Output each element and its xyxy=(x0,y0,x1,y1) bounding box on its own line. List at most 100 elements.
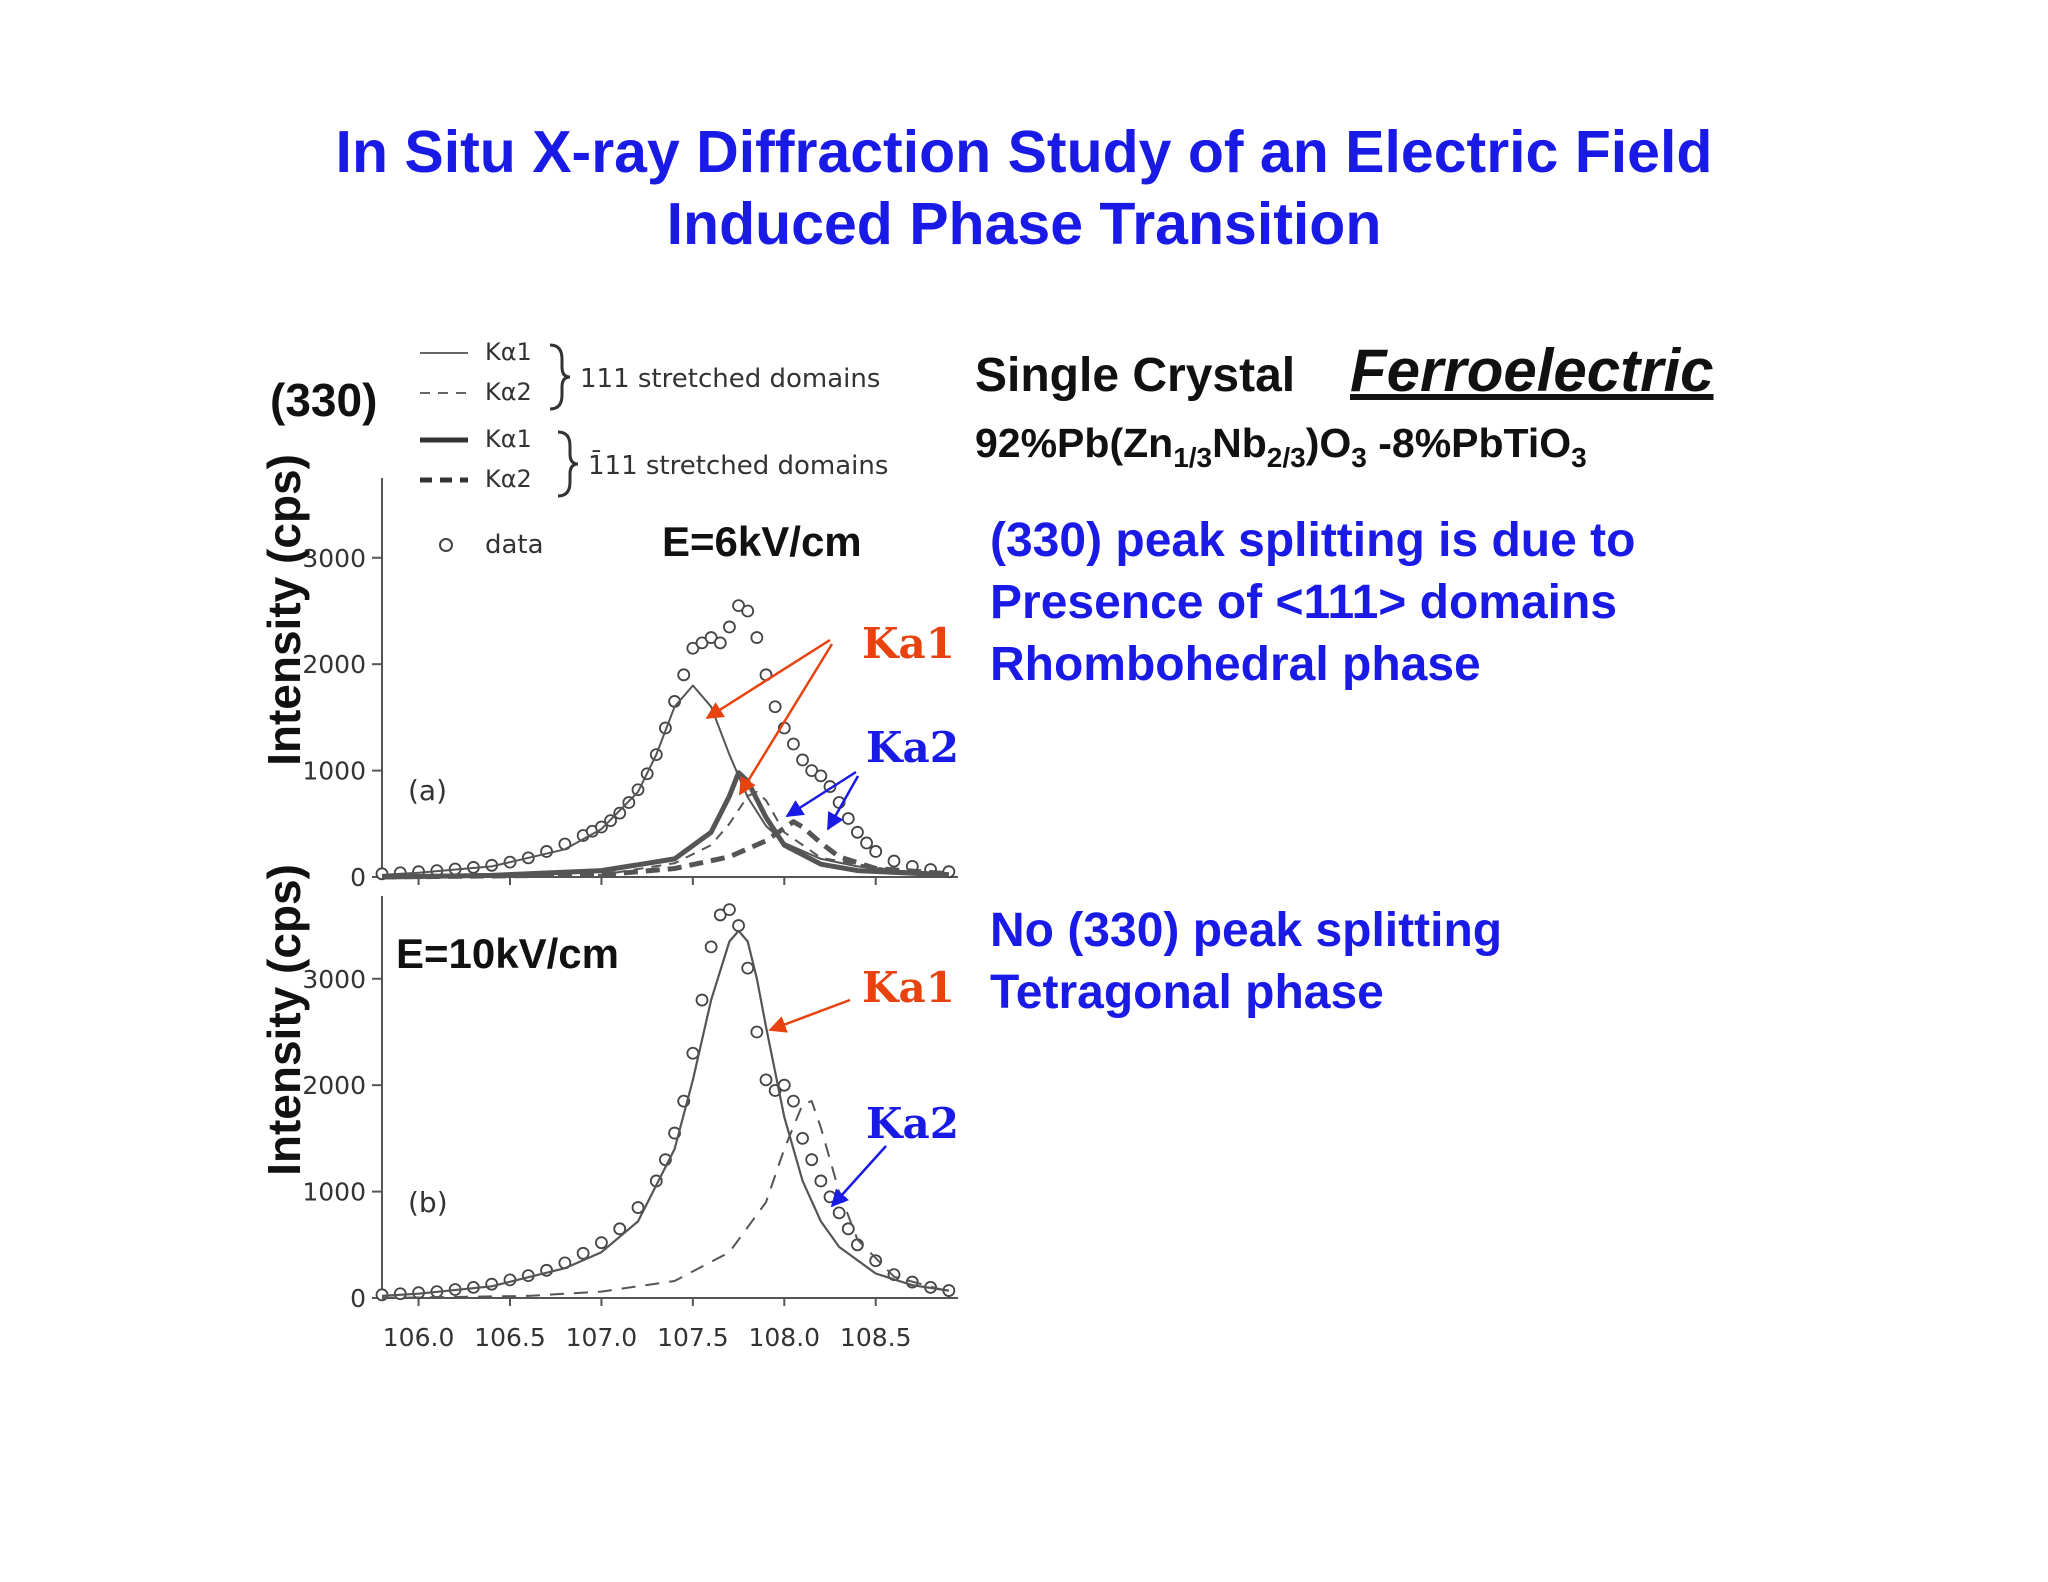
arrow-ka2-a-2 xyxy=(826,775,860,831)
tetragonal-notes: No (330) peak splitting Tetragonal phase xyxy=(990,900,1502,1024)
data-point xyxy=(686,1046,700,1060)
fit-curve-ka2 xyxy=(381,1100,950,1299)
data-point xyxy=(841,812,855,825)
axes xyxy=(381,478,958,1299)
data-point xyxy=(695,636,709,650)
data-point xyxy=(814,1174,828,1188)
panel-tag-a: (a) xyxy=(408,774,447,807)
legend-label-data: data xyxy=(485,530,544,560)
field-label-a: E=6kV/cm xyxy=(662,518,862,565)
legend-brace-2 xyxy=(557,430,579,498)
data-point xyxy=(814,769,828,783)
panel-tag-b: (b) xyxy=(408,1186,448,1219)
data-point xyxy=(887,854,901,868)
legend-group-1: 111 stretched domains xyxy=(580,364,880,394)
data-point xyxy=(595,1236,608,1250)
data-point xyxy=(823,1190,837,1204)
panel-b-plot xyxy=(375,903,956,1302)
fit-curve-1-11-ka1 xyxy=(381,770,950,880)
data-point xyxy=(805,764,819,777)
fit-curve-ka1 xyxy=(381,929,950,1297)
legend-marker-data xyxy=(439,538,453,552)
fit-curve-1-11-ka2 xyxy=(381,819,950,880)
reflection-label: (330) xyxy=(270,374,377,426)
data-point xyxy=(741,604,755,618)
data-point xyxy=(787,1094,800,1108)
legend-brace-1 xyxy=(549,343,571,411)
y-tick-label: 3000 xyxy=(302,965,366,994)
x-tick-label: 106.5 xyxy=(474,1323,546,1352)
data-point xyxy=(741,961,755,975)
legend: Kα1 Kα2 111 stretched domains Kα1 Kα2 1̄… xyxy=(420,338,888,560)
tick-marks: 0 1000 2000 3000 0 1000 2000 3000 106.0 106.5 107.… xyxy=(302,544,911,1352)
data-point xyxy=(576,1246,590,1260)
data-point xyxy=(686,641,700,655)
data-point xyxy=(851,825,864,839)
data-point xyxy=(723,620,736,634)
data-point xyxy=(695,993,709,1007)
fit-curve-111-ka2 xyxy=(381,790,949,878)
x-tick-label: 107.5 xyxy=(657,1323,729,1352)
arrow-ka1-b xyxy=(768,998,851,1033)
note-line: Presence of <111> domains xyxy=(990,576,1618,629)
y-tick-label: 2000 xyxy=(302,1071,366,1100)
note-line: Rhombohedral phase xyxy=(990,638,1481,691)
data-point xyxy=(750,1025,764,1039)
single-crystal-label: Single Crystal xyxy=(975,349,1296,402)
x-tick-label: 107.0 xyxy=(566,1323,638,1352)
y-axis-label-b: Intensity (cps) xyxy=(258,864,310,1176)
ka1-label-b: Ka1 xyxy=(862,963,955,1012)
y-tick-label: 3000 xyxy=(302,544,366,573)
note-line: No (330) peak splitting xyxy=(990,904,1503,957)
data-point xyxy=(613,806,627,820)
slide-title-line-2: Induced Phase Transition xyxy=(666,191,1382,257)
arrow-ka1-a-1 xyxy=(705,638,831,720)
data-point xyxy=(750,631,764,644)
legend-label-ka2-thin: Kα2 xyxy=(485,378,532,406)
data-point xyxy=(787,737,800,751)
field-label-b: E=10kV/cm xyxy=(396,930,619,977)
legend-group-2: 1̄11 stretched domains xyxy=(588,449,888,481)
annotation-arrows xyxy=(705,638,887,1208)
data-point xyxy=(713,636,727,650)
composition-formula: 92%Pb(Zn1/3Nb2/3)O3 -8%PbTiO3 xyxy=(975,420,1587,473)
data-point xyxy=(768,700,782,714)
rhombohedral-notes: (330) peak splitting is due to Presence … xyxy=(990,510,1635,696)
y-tick-label: 2000 xyxy=(302,650,366,679)
data-point xyxy=(796,1131,809,1145)
ka2-label-b: Ka2 xyxy=(866,1099,959,1148)
data-point xyxy=(869,845,883,858)
data-point xyxy=(704,940,718,954)
data-point xyxy=(832,1206,846,1220)
arrow-ka2-b xyxy=(830,1145,887,1208)
panel-a-plot xyxy=(375,599,956,881)
legend-label-ka1-thick: Kα1 xyxy=(485,425,532,453)
fit-curve-111-ka1 xyxy=(381,684,949,876)
data-point xyxy=(805,1153,819,1167)
legend-label-ka2-thick: Kα2 xyxy=(485,465,532,493)
data-point xyxy=(723,903,736,917)
slide-title-line-1: In Situ X-ray Diffraction Study of an El… xyxy=(335,119,1713,185)
data-point xyxy=(631,1201,645,1214)
x-tick-label: 108.5 xyxy=(840,1323,912,1352)
note-line: Tetragonal phase xyxy=(990,966,1384,1019)
y-tick-label: 1000 xyxy=(302,1178,366,1207)
arrow-ka2-a-1 xyxy=(785,770,857,818)
data-point xyxy=(704,631,718,644)
data-point xyxy=(796,753,809,767)
data-point xyxy=(777,1078,791,1092)
data-point xyxy=(713,908,727,922)
ferroelectric-label: Ferroelectric xyxy=(1350,337,1714,404)
y-tick-label: 1000 xyxy=(302,757,366,786)
data-point xyxy=(841,1222,855,1236)
data-point xyxy=(759,1073,773,1087)
data-point xyxy=(732,919,745,932)
y-tick-label: 0 xyxy=(350,1284,366,1313)
x-tick-label: 108.0 xyxy=(748,1323,820,1352)
data-point xyxy=(860,836,873,850)
data-point xyxy=(677,668,691,682)
data-point xyxy=(869,1254,883,1268)
arrow-ka1-a-2 xyxy=(738,643,834,796)
note-line: (330) peak splitting is due to xyxy=(990,514,1636,567)
